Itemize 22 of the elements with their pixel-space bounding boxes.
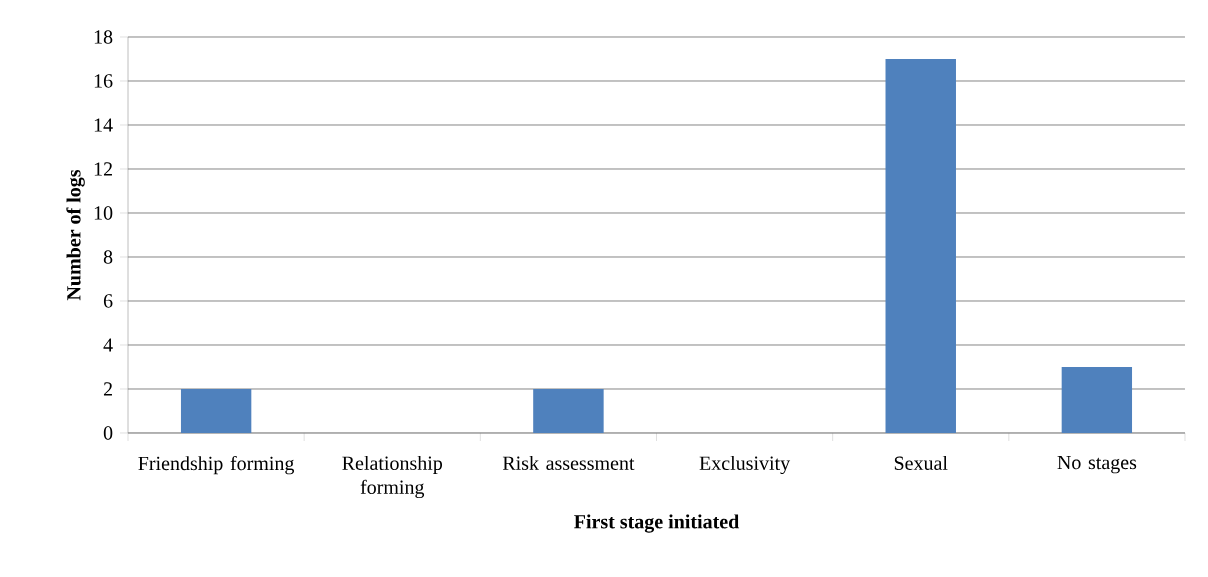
y-tick-label: 8	[103, 250, 113, 264]
y-tick-label: 16	[94, 74, 113, 88]
y-tick-label: 10	[94, 206, 113, 220]
y-tick-label: 6	[103, 294, 113, 308]
bar	[533, 388, 604, 433]
y-tick-label: 0	[103, 426, 113, 440]
bar	[885, 58, 956, 433]
x-tick-label: Sexual	[894, 455, 948, 470]
x-tick-label: Friendship forming	[138, 455, 295, 475]
x-tick-label: Exclusivity	[699, 455, 791, 475]
x-tick-label: Risk assessment	[502, 455, 635, 470]
x-axis-title: First stage initiated	[574, 514, 740, 533]
y-tick-label: 2	[103, 382, 112, 396]
x-tick-label: Relationship forming	[342, 455, 443, 499]
y-axis-title: Number of logs	[66, 169, 85, 301]
bar	[180, 388, 252, 433]
bar	[1061, 366, 1133, 433]
y-tick-label: 12	[94, 162, 112, 176]
y-tick-label: 4	[103, 338, 113, 352]
x-tick-label: No stages	[1057, 455, 1137, 474]
y-tick-label: 18	[94, 30, 113, 44]
y-tick-label: 14	[94, 118, 113, 132]
